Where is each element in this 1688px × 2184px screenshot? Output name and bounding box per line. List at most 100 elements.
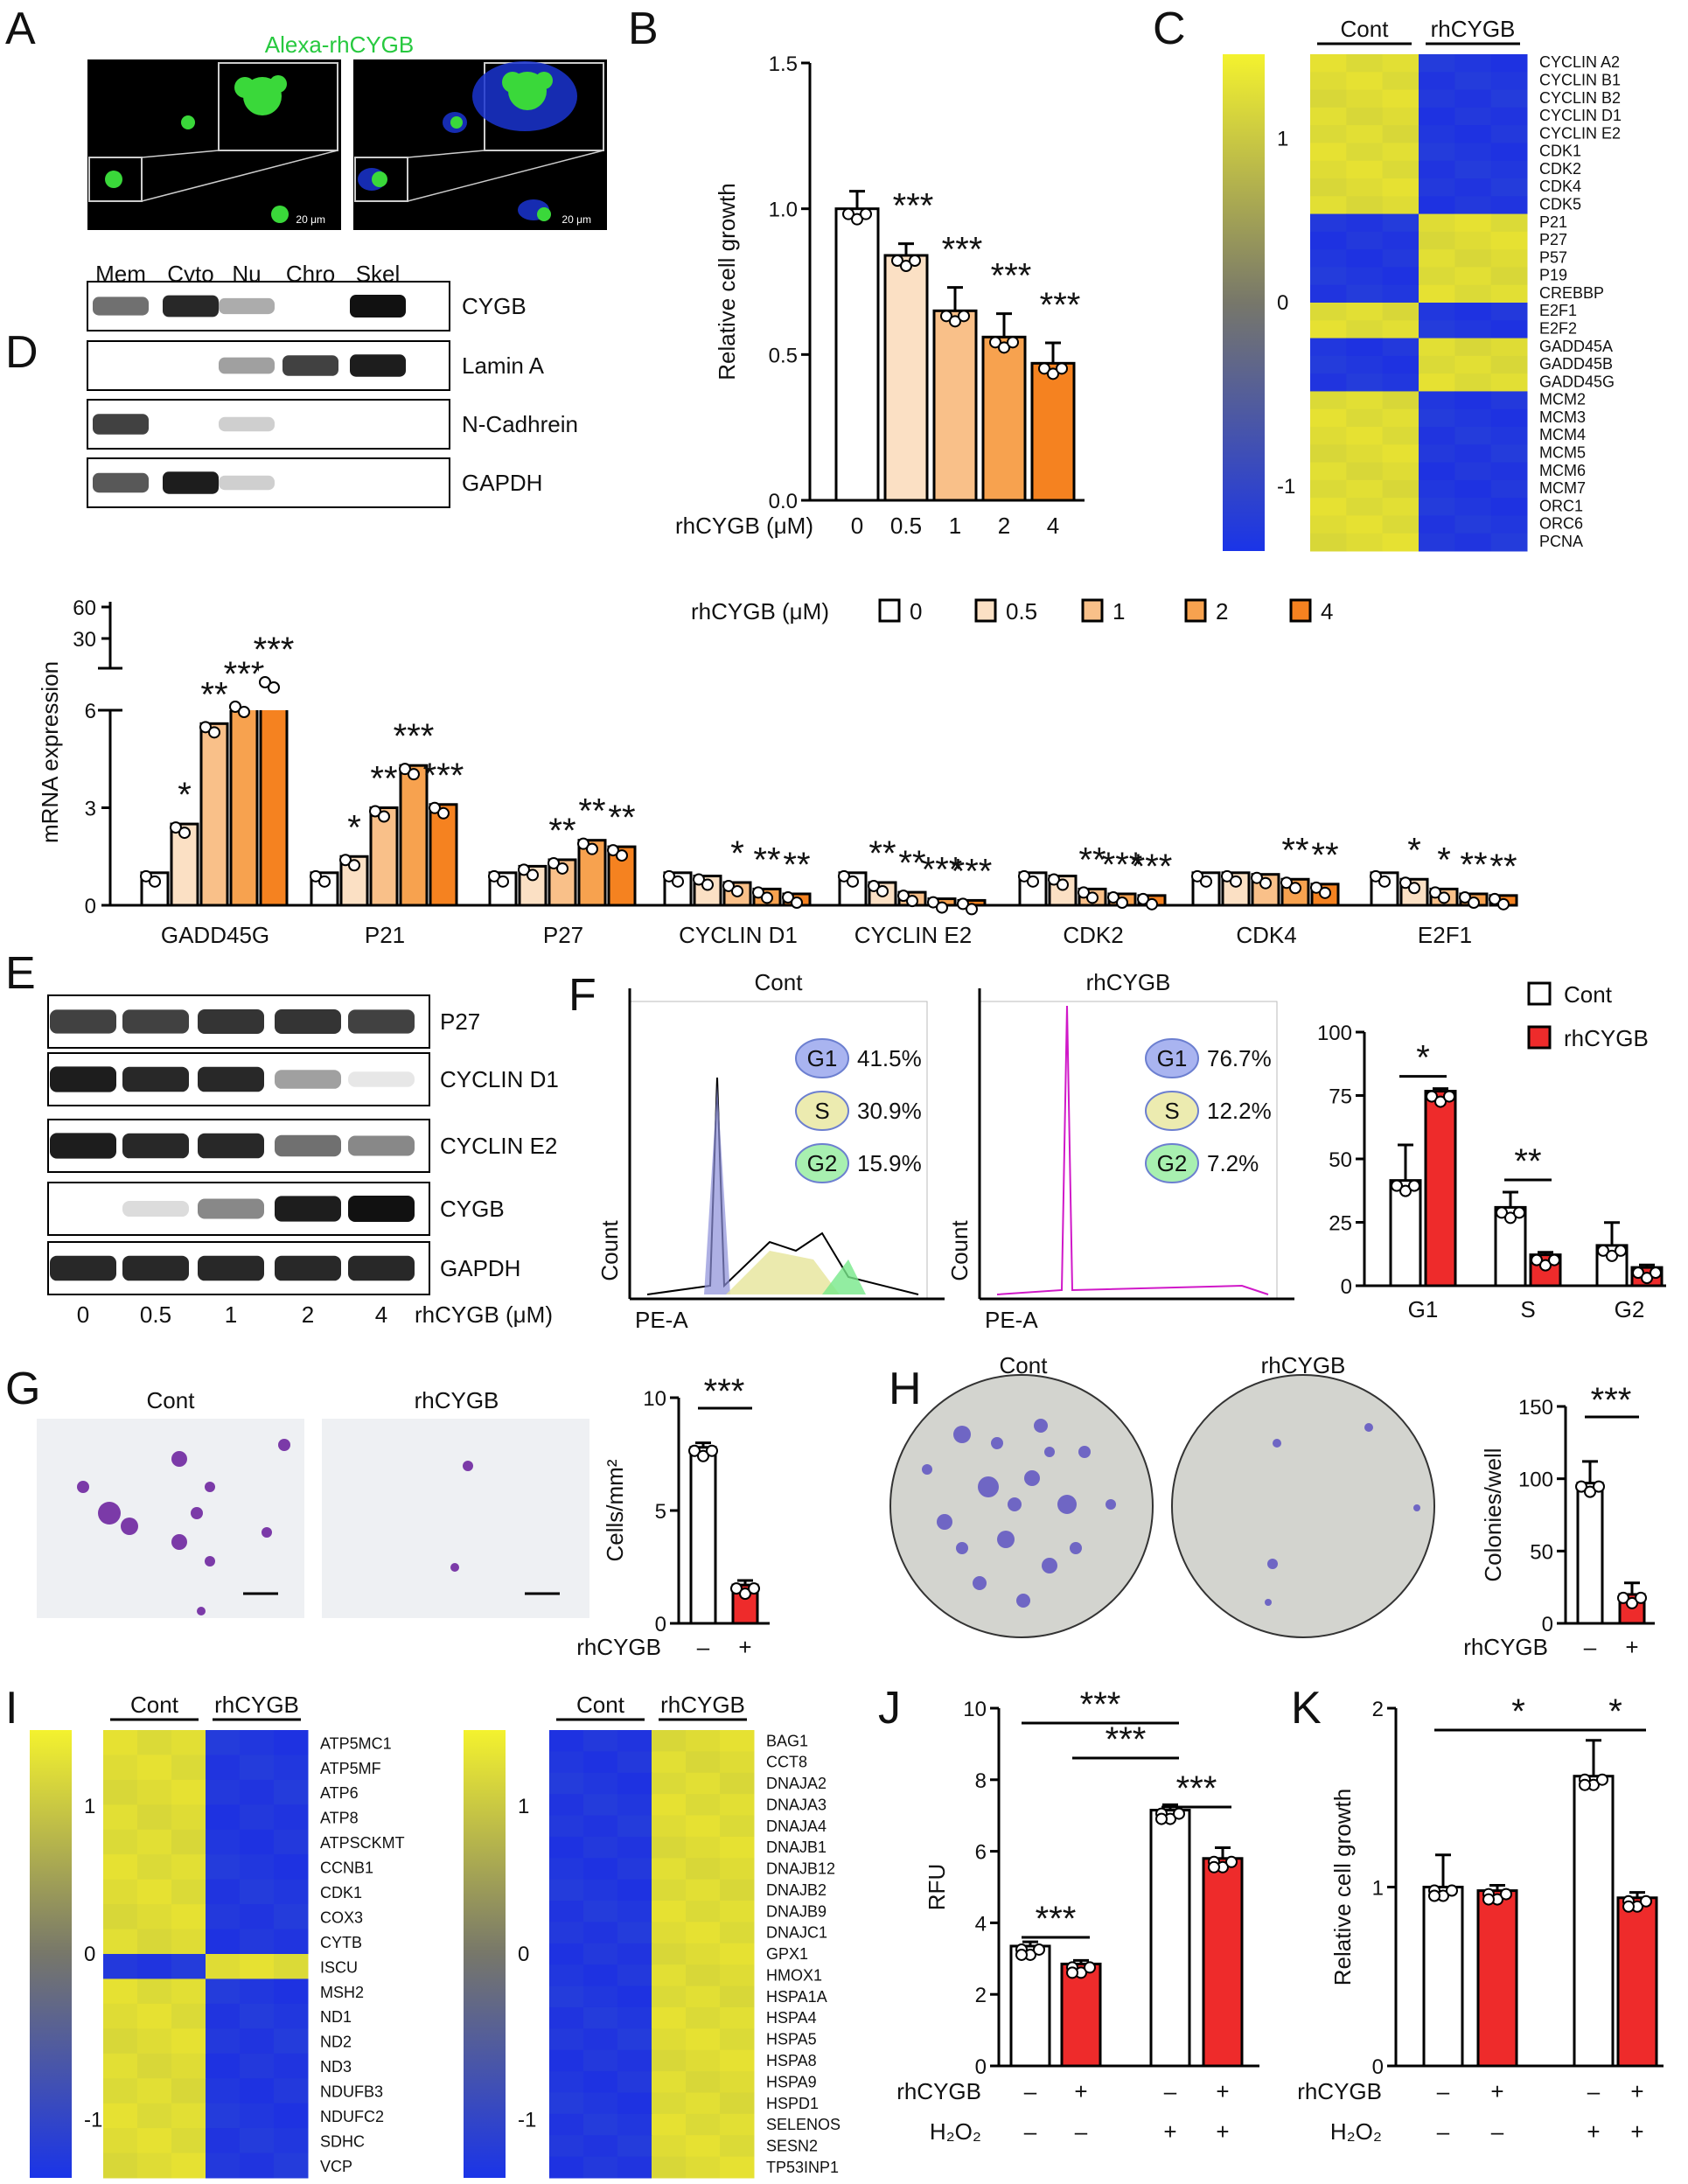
data-point <box>1191 869 1203 883</box>
phase-name: S <box>1164 1098 1179 1124</box>
heatmap-cell <box>206 1779 241 1805</box>
gene-label: MCM4 <box>1539 426 1586 443</box>
gene-label: PCNA <box>1539 533 1583 550</box>
heatmap-cell <box>583 1922 618 1944</box>
data-point <box>577 837 589 850</box>
stained-cells <box>77 1439 473 1615</box>
significance-star: *** <box>423 757 464 795</box>
gene-label: ATP5MF <box>320 1760 381 1777</box>
heatmap-cell <box>1419 267 1455 286</box>
scale-tick: 0 <box>1277 291 1288 315</box>
heatmap-cell <box>137 1854 172 1880</box>
phase-percent: 41.5% <box>857 1045 922 1071</box>
y-tick-label: 30 <box>73 628 96 652</box>
significance-star: ** <box>1281 831 1308 869</box>
heatmap-cell <box>686 2071 721 2093</box>
data-point <box>1408 882 1420 895</box>
y-axis-label: Cells/mm² <box>602 1459 628 1561</box>
heatmap-cell <box>617 1922 652 1944</box>
data-point <box>752 886 764 899</box>
blot-band <box>122 1009 189 1034</box>
data-point <box>1086 891 1099 904</box>
heatmap-cell <box>1419 462 1455 481</box>
heatmap-cell <box>1346 355 1384 374</box>
data-point <box>1446 1884 1458 1897</box>
heatmap-cell <box>240 2053 275 2079</box>
legend-swatch <box>1289 598 1312 623</box>
heatmap-cell <box>1382 54 1419 73</box>
blot-band <box>122 1066 189 1092</box>
blot-band <box>198 1066 264 1092</box>
heatmap-cell <box>617 2156 652 2179</box>
x-tick-label: 4 <box>1047 513 1059 539</box>
significance-star: *** <box>704 1372 745 1411</box>
chart-k: 0 1 2 Relative cell growth – – + – – + + + rhCYGB H₂O… <box>1297 1692 1664 2145</box>
heatmap-cell <box>583 1964 618 1987</box>
treatment-sign: – <box>1075 2118 1088 2145</box>
data-point <box>1221 869 1233 883</box>
data-point <box>497 875 509 888</box>
data-point <box>1116 896 1128 909</box>
heatmap-cell <box>652 2135 687 2158</box>
gene-label: HSPA8 <box>766 2052 817 2069</box>
heatmap-cell <box>206 2128 241 2154</box>
heatmap-cell <box>1382 427 1419 445</box>
histogram-title: Cont <box>755 969 804 995</box>
heatmap-cell <box>1346 178 1384 197</box>
y-tick-label: 5 <box>655 1500 666 1524</box>
heatmap-cell <box>1490 373 1528 392</box>
heatmap-cell <box>1454 107 1492 126</box>
y-axis-label: Relative cell growth <box>1329 1789 1356 1985</box>
significance-star: ** <box>783 846 810 884</box>
heatmap-cell <box>720 1901 755 1922</box>
x-tick-label: CDK4 <box>1236 922 1296 948</box>
bar <box>1030 361 1076 502</box>
heatmap-cell <box>1490 178 1528 197</box>
heatmap-cell <box>583 1985 618 2008</box>
data-point <box>1531 1253 1543 1266</box>
blot-strip <box>87 457 450 508</box>
heatmap-cell <box>549 1772 584 1795</box>
heatmap-cell <box>1490 338 1528 357</box>
heatmap-cell <box>274 2053 309 2079</box>
gene-label: GPX1 <box>766 1945 808 1963</box>
heatmap-cell <box>1346 515 1384 534</box>
panel-a: A Alexa-rhCYGB 20 μm 20 μm Mem Cyto Nu Chro… <box>5 3 607 508</box>
heatmap-cell <box>1490 515 1528 534</box>
heatmap-cell <box>1346 479 1384 499</box>
blot-band <box>50 1066 116 1092</box>
y-tick-label: 1.5 <box>769 52 798 76</box>
blot-band <box>219 297 275 315</box>
heatmap-cell <box>1382 178 1419 197</box>
data-point <box>1650 1266 1662 1280</box>
heatmap-cell <box>583 1836 618 1859</box>
blot-band <box>350 354 406 377</box>
bar <box>1422 1886 1464 2068</box>
histogram-trace <box>996 1005 1269 1295</box>
data-point <box>1137 892 1149 905</box>
y-tick-label: 4 <box>975 1912 987 1936</box>
blot-label: CYGB <box>440 1196 505 1222</box>
data-point <box>1208 1860 1220 1873</box>
significance-star: * <box>730 834 744 873</box>
heatmap-cell <box>206 2053 241 2079</box>
heatmap-cell <box>720 1772 755 1795</box>
heatmap-cell <box>1382 391 1419 410</box>
heatmap-cell <box>274 2153 309 2179</box>
heatmap-cell <box>274 2103 309 2129</box>
gene-label: VCP <box>320 2158 352 2175</box>
x-tick-label: 2 <box>998 513 1010 539</box>
row-label: rhCYGB <box>896 2078 981 2104</box>
blot-label: Lamin A <box>462 352 545 379</box>
heatmap-cell <box>652 1815 687 1838</box>
heatmap-cell <box>1454 408 1492 428</box>
group-label: Cont <box>576 1692 625 1718</box>
heatmap-cell <box>583 1815 618 1838</box>
heatmap-cell <box>240 2103 275 2129</box>
data-point <box>1280 876 1293 890</box>
heatmap-cell <box>171 1755 206 1781</box>
y-tick-label: 25 <box>1329 1212 1352 1236</box>
heatmap-cell <box>274 1730 309 1755</box>
